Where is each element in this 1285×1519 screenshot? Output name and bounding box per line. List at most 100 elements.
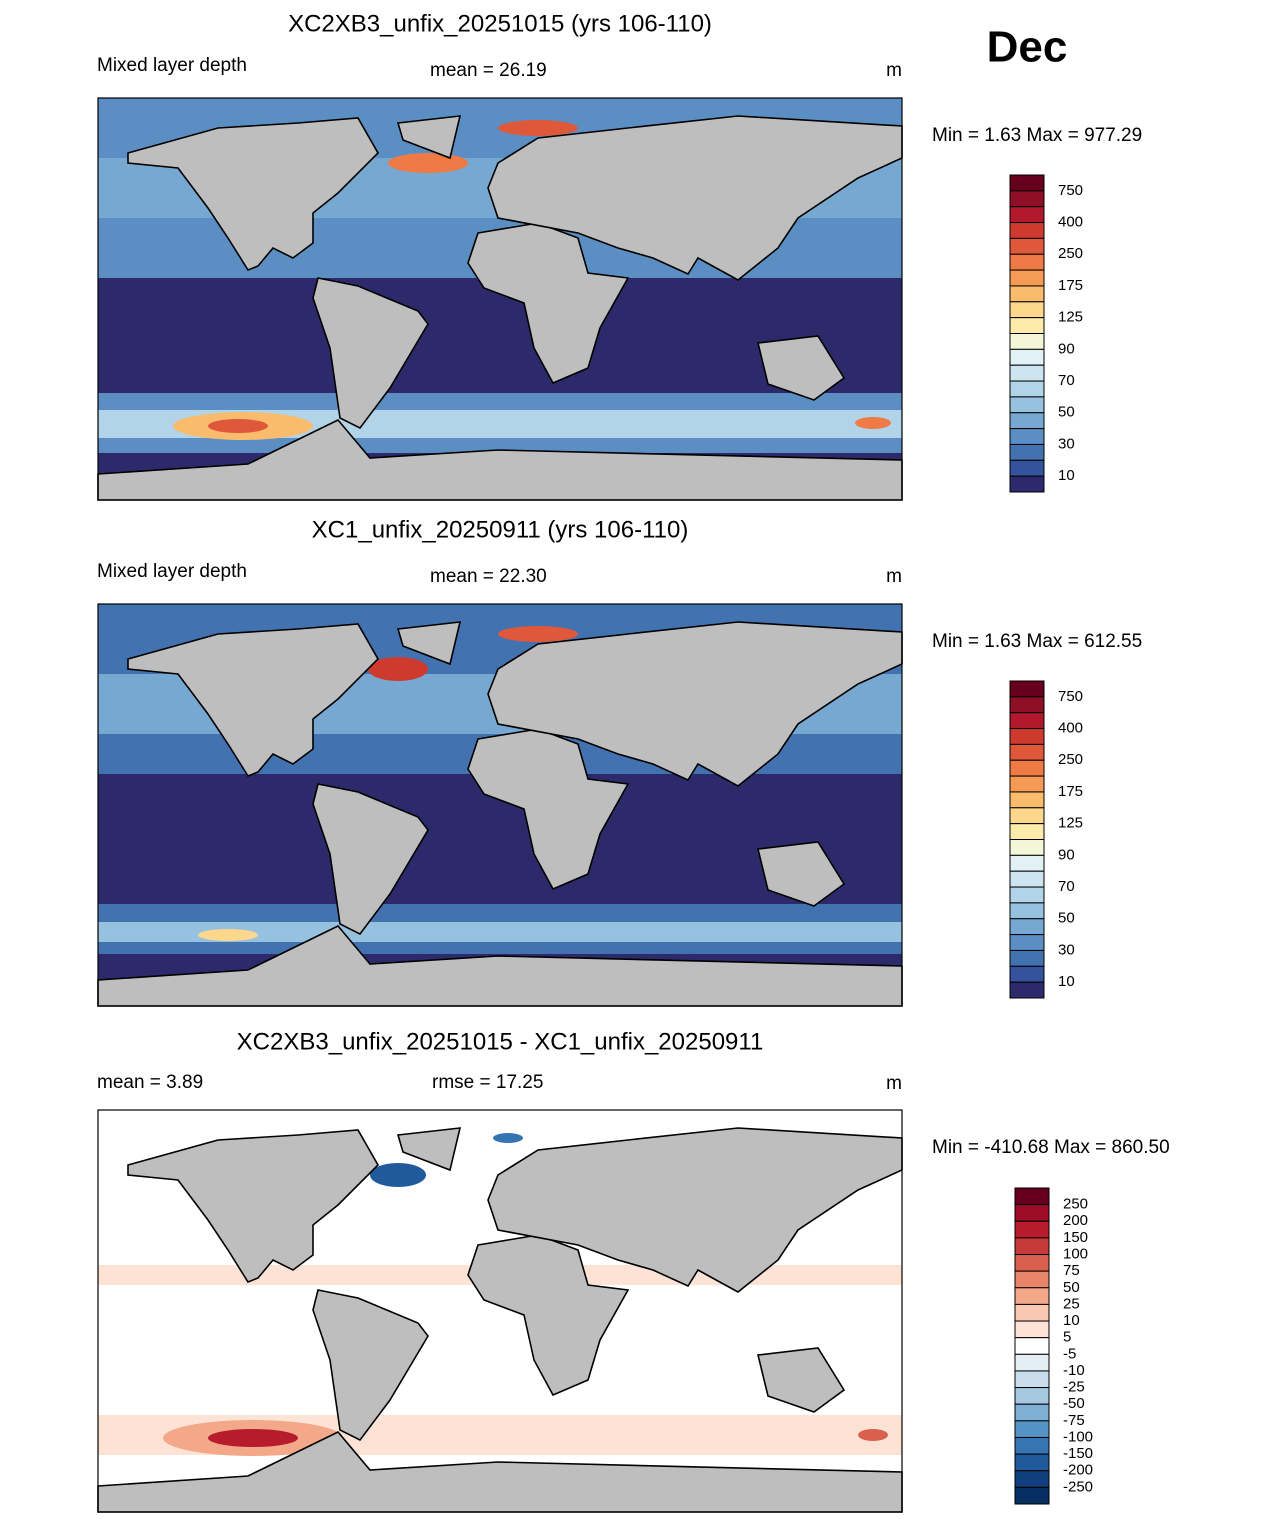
colorbar-swatch xyxy=(1009,348,1045,366)
colorbar-label: 50 xyxy=(1058,404,1075,421)
colorbar-swatch xyxy=(1009,237,1045,255)
panel: XC2XB3_unfix_20251015 - XC1_unfix_202509… xyxy=(97,1028,1170,1513)
colorbar-label: 150 xyxy=(1063,1229,1088,1246)
colorbar-label: 175 xyxy=(1058,783,1083,800)
colorbar-label: -200 xyxy=(1063,1462,1093,1479)
left-label: Mixed layer depth xyxy=(97,561,247,582)
colorbar-swatch xyxy=(1014,1187,1050,1206)
colorbar-swatch xyxy=(1014,1204,1050,1222)
colorbar-swatch xyxy=(1009,981,1045,999)
colorbar-swatch xyxy=(1014,1254,1050,1272)
panel-title: XC2XB3_unfix_20251015 - XC1_unfix_202509… xyxy=(237,1028,764,1055)
colorbar-label: 10 xyxy=(1063,1312,1080,1329)
colorbar-label: -75 xyxy=(1063,1412,1085,1429)
colorbar-swatch xyxy=(1009,174,1045,192)
colorbar-swatch xyxy=(1009,333,1045,350)
colorbar-swatch xyxy=(1009,253,1045,271)
map xyxy=(97,1109,903,1513)
colorbar-label: 400 xyxy=(1058,214,1083,231)
center-label: mean = 26.19 xyxy=(430,60,547,81)
colorbar-swatch xyxy=(1014,1220,1050,1239)
colorbar-swatch xyxy=(1014,1237,1050,1256)
colorbar-swatch xyxy=(1009,475,1045,493)
colorbar-label: -25 xyxy=(1063,1379,1085,1396)
colorbar-label: 100 xyxy=(1063,1245,1088,1262)
colorbar-swatch xyxy=(1009,680,1045,698)
colorbar-swatch xyxy=(1009,412,1045,430)
colorbar-label: -150 xyxy=(1063,1445,1093,1462)
month: Dec xyxy=(987,23,1068,72)
colorbar-swatch xyxy=(1009,965,1045,983)
colorbar-swatch xyxy=(1009,918,1045,936)
colorbar-label: 75 xyxy=(1063,1262,1080,1279)
colorbar: 750 400 250 175 125 90 70 50 30 10 xyxy=(1009,680,1083,999)
min-max: Min = -410.68 Max = 860.50 xyxy=(932,1137,1170,1158)
colorbar-label: 50 xyxy=(1058,910,1075,927)
map xyxy=(97,97,903,501)
colorbar-swatch xyxy=(1014,1353,1050,1372)
min-max: Min = 1.63 Max = 612.55 xyxy=(932,631,1142,652)
colorbar-swatch xyxy=(1009,364,1045,382)
colorbar-swatch xyxy=(1009,396,1045,414)
colorbar-swatch xyxy=(1009,886,1045,904)
colorbar-label: -50 xyxy=(1063,1395,1085,1412)
colorbar-label: 50 xyxy=(1063,1279,1080,1296)
colorbar-label: -10 xyxy=(1063,1362,1085,1379)
units: m xyxy=(886,1073,902,1094)
colorbar-swatch xyxy=(1009,269,1045,287)
colorbar-swatch xyxy=(1009,934,1045,951)
colorbar-swatch xyxy=(1009,428,1045,445)
colorbar-swatch xyxy=(1009,839,1045,856)
panel-title: XC2XB3_unfix_20251015 (yrs 106-110) xyxy=(288,10,712,37)
colorbar-swatch xyxy=(1009,190,1045,208)
colorbar-swatch xyxy=(1014,1403,1050,1422)
colorbar-swatch xyxy=(1009,791,1045,809)
colorbar-label: 175 xyxy=(1058,277,1083,294)
colorbar-label: 750 xyxy=(1058,182,1083,199)
colorbar-swatch xyxy=(1009,380,1045,398)
colorbar-label: 400 xyxy=(1058,720,1083,737)
colorbar-swatch xyxy=(1014,1420,1050,1438)
colorbar-swatch xyxy=(1014,1287,1050,1305)
colorbar-swatch xyxy=(1009,712,1045,730)
colorbar-swatch xyxy=(1014,1387,1050,1405)
map xyxy=(97,603,903,1007)
colorbar-swatch xyxy=(1009,301,1045,319)
panel-title: XC1_unfix_20250911 (yrs 106-110) xyxy=(312,516,689,543)
left-label: mean = 3.89 xyxy=(97,1072,203,1093)
colorbar-label: 90 xyxy=(1058,340,1075,357)
colorbar-label: 125 xyxy=(1058,309,1083,326)
colorbar: 250200150100755025105-5-10-25-50-75-100-… xyxy=(1014,1187,1093,1505)
colorbar-label: 10 xyxy=(1058,467,1075,484)
colorbar-swatch xyxy=(1014,1303,1050,1322)
colorbar-swatch xyxy=(1014,1486,1050,1505)
colorbar-swatch xyxy=(1009,743,1045,761)
colorbar-label: -5 xyxy=(1063,1345,1076,1362)
left-label: Mixed layer depth xyxy=(97,55,247,76)
colorbar-label: 70 xyxy=(1058,878,1075,895)
colorbar-swatch xyxy=(1009,317,1045,334)
colorbar-swatch xyxy=(1009,949,1045,967)
colorbar-swatch xyxy=(1014,1453,1050,1472)
colorbar-label: 250 xyxy=(1063,1196,1088,1213)
colorbar-label: 70 xyxy=(1058,372,1075,389)
colorbar-label: 125 xyxy=(1058,815,1083,832)
colorbar-swatch xyxy=(1009,775,1045,793)
units: m xyxy=(886,566,902,587)
colorbar-label: 30 xyxy=(1058,941,1075,958)
colorbar-swatch xyxy=(1009,443,1045,461)
colorbar-swatch xyxy=(1009,206,1045,224)
colorbar-swatch xyxy=(1014,1436,1050,1455)
colorbar-label: 10 xyxy=(1058,973,1075,990)
colorbar-swatch xyxy=(1009,870,1045,888)
colorbar-swatch xyxy=(1014,1270,1050,1289)
colorbar-swatch xyxy=(1009,222,1045,239)
colorbar-label: -250 xyxy=(1063,1478,1093,1495)
colorbar-swatch xyxy=(1014,1320,1050,1339)
colorbar: 750 400 250 175 125 90 70 50 30 10 xyxy=(1009,174,1083,493)
colorbar-swatch xyxy=(1009,854,1045,872)
colorbar-label: 250 xyxy=(1058,245,1083,262)
panel: XC2XB3_unfix_20251015 (yrs 106-110) Mixe… xyxy=(97,10,1142,501)
center-label: rmse = 17.25 xyxy=(432,1072,543,1093)
